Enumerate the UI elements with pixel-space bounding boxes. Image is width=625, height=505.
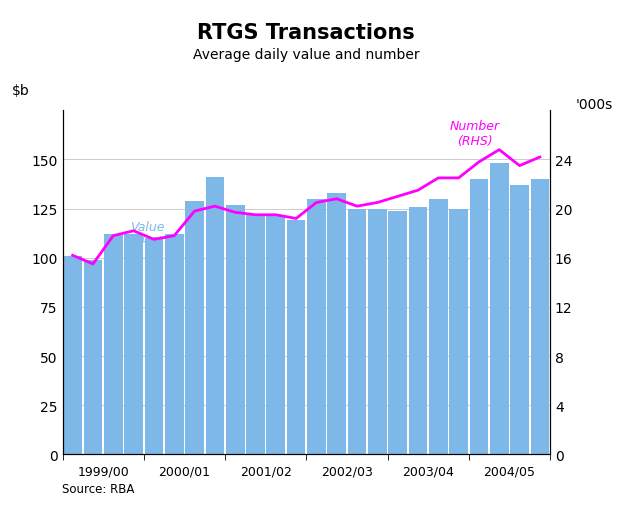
Bar — [185, 201, 204, 454]
Bar — [63, 257, 82, 454]
Bar — [266, 217, 285, 454]
Text: Number
(RHS): Number (RHS) — [450, 120, 500, 148]
Bar — [490, 164, 509, 454]
Bar — [368, 209, 387, 454]
Bar — [124, 235, 143, 454]
Text: Source: RBA: Source: RBA — [62, 482, 135, 495]
Bar — [307, 199, 326, 454]
Bar — [104, 235, 122, 454]
Bar — [206, 178, 224, 454]
Bar — [531, 180, 549, 454]
Bar — [348, 209, 366, 454]
Text: Value
(LHS): Value (LHS) — [129, 221, 164, 249]
Y-axis label: '000s: '000s — [575, 97, 612, 111]
Bar — [429, 199, 448, 454]
Bar — [144, 239, 163, 454]
Bar — [328, 193, 346, 454]
Bar — [287, 221, 306, 454]
Bar — [84, 260, 102, 454]
Text: Average daily value and number: Average daily value and number — [193, 48, 419, 62]
Bar — [226, 206, 244, 454]
Bar — [246, 215, 265, 454]
Bar — [165, 235, 184, 454]
Bar — [388, 211, 407, 454]
Bar — [469, 180, 488, 454]
Bar — [449, 209, 468, 454]
Bar — [409, 207, 428, 454]
Bar — [510, 186, 529, 454]
Text: RTGS Transactions: RTGS Transactions — [198, 23, 415, 43]
Y-axis label: $b: $b — [12, 83, 30, 97]
